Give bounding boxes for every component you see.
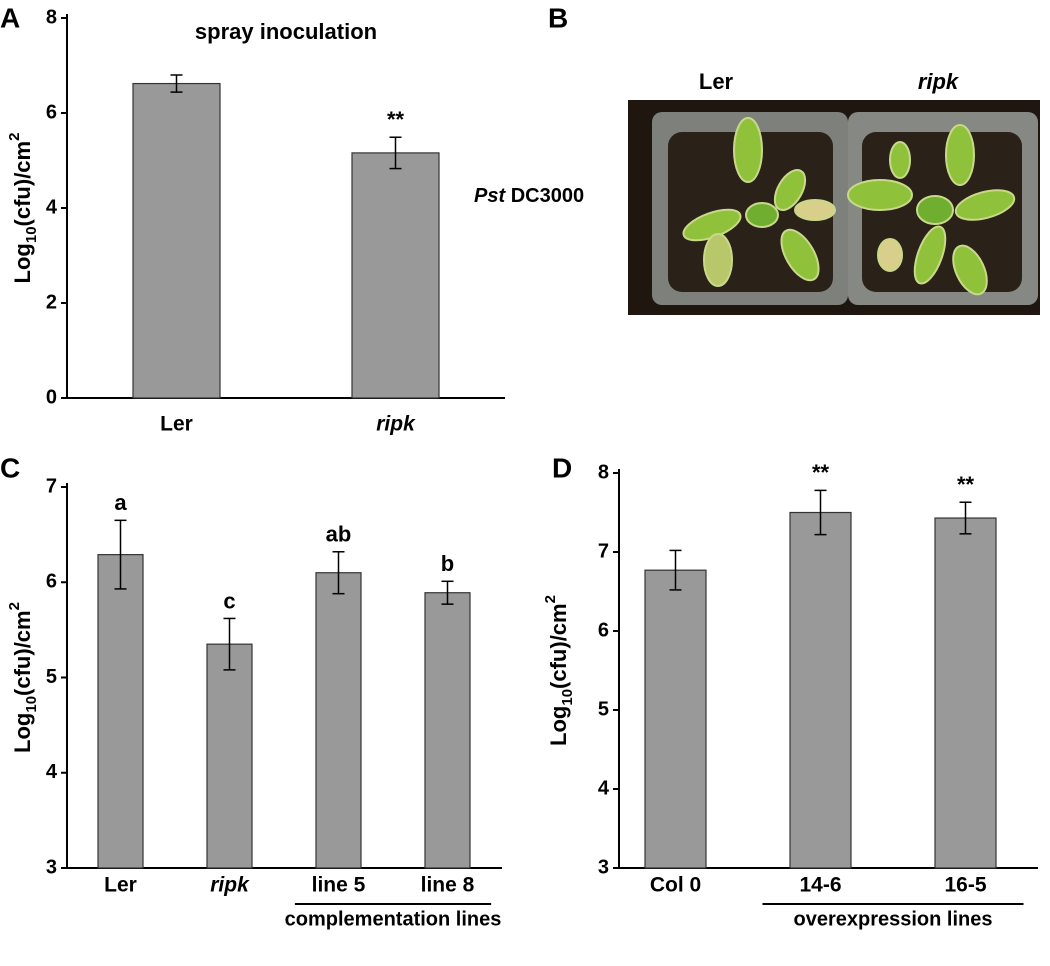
y-label-part: (cfu)/cm <box>546 603 571 689</box>
value-annotation: ** <box>812 460 830 485</box>
y-tick-label: 5 <box>598 698 609 720</box>
y-label-part: (cfu)/cm <box>10 610 35 696</box>
y-tick-label: 4 <box>46 761 58 783</box>
y-tick-label: 4 <box>598 777 610 799</box>
bar <box>351 152 440 399</box>
group-label: complementation lines <box>285 908 502 930</box>
y-tick-label: 3 <box>46 856 57 878</box>
x-tick-label: ripk <box>210 874 250 897</box>
y-label-part: Log <box>10 713 35 753</box>
y-label-part: (cfu)/cm <box>10 141 35 227</box>
chart-title: spray inoculation <box>195 19 377 44</box>
x-tick-label: line 8 <box>421 874 475 897</box>
plant <box>682 117 1016 296</box>
y-label-part: 10 <box>23 696 40 713</box>
value-annotation: ab <box>326 522 352 547</box>
value-annotation: c <box>223 588 235 613</box>
y-tick-label: 4 <box>46 196 58 218</box>
bar <box>644 569 707 869</box>
y-label-part: 2 <box>6 133 23 141</box>
y-tick-label: 6 <box>598 619 609 641</box>
bar <box>934 517 997 869</box>
y-tick-label: 0 <box>46 386 57 408</box>
y-tick-label: 8 <box>598 461 609 483</box>
y-label-part: 2 <box>6 602 23 610</box>
x-tick-label: 16-5 <box>944 874 986 897</box>
row-label: Pst DC3000 <box>474 185 584 207</box>
y-axis-label: Log10(cfu)/cm2 <box>6 133 40 284</box>
x-tick-label: ripk <box>376 413 416 436</box>
value-annotation: a <box>114 490 127 515</box>
y-label-part: 10 <box>23 226 40 243</box>
column-label: ripk <box>918 69 960 94</box>
column-label: Ler <box>699 69 734 94</box>
y-label-part: Log <box>546 706 571 746</box>
x-tick-label: 14-6 <box>799 874 841 897</box>
panel-label: A <box>0 2 20 33</box>
value-annotation: b <box>441 551 454 576</box>
y-tick-label: 3 <box>598 856 609 878</box>
y-tick-label: 6 <box>46 571 57 593</box>
value-annotation: ** <box>387 107 405 132</box>
y-axis-label: Log10(cfu)/cm2 <box>6 602 40 753</box>
y-axis-label: Log10(cfu)/cm2 <box>542 595 576 746</box>
bar <box>132 82 221 399</box>
y-tick-label: 7 <box>598 540 609 562</box>
row-label-italic: Pst <box>474 185 506 207</box>
y-tick-label: 6 <box>46 101 57 123</box>
y-label-part: 2 <box>542 595 559 603</box>
x-tick-label: Ler <box>160 413 193 436</box>
bar <box>789 511 852 869</box>
y-tick-label: 2 <box>46 291 57 313</box>
bar <box>424 592 471 869</box>
y-label-part: Log <box>10 243 35 283</box>
row-label-text: DC3000 <box>511 185 584 207</box>
panel-label: D <box>552 452 572 483</box>
y-tick-label: 5 <box>46 666 57 688</box>
bar <box>97 554 144 869</box>
x-tick-label: Ler <box>104 874 137 897</box>
group-label: overexpression lines <box>794 908 993 930</box>
bar <box>206 643 253 869</box>
y-label-part: 10 <box>559 689 576 706</box>
photo-panel: B Ler ripk Pst DC3000 <box>474 2 1040 315</box>
bar <box>315 572 362 869</box>
x-tick-label: Col 0 <box>650 874 701 897</box>
y-tick-label: 7 <box>46 475 57 497</box>
panel-label: B <box>548 2 568 33</box>
y-tick-label: 8 <box>46 6 57 28</box>
value-annotation: ** <box>957 472 975 497</box>
x-tick-label: line 5 <box>312 874 366 897</box>
panel-label: C <box>0 452 20 483</box>
